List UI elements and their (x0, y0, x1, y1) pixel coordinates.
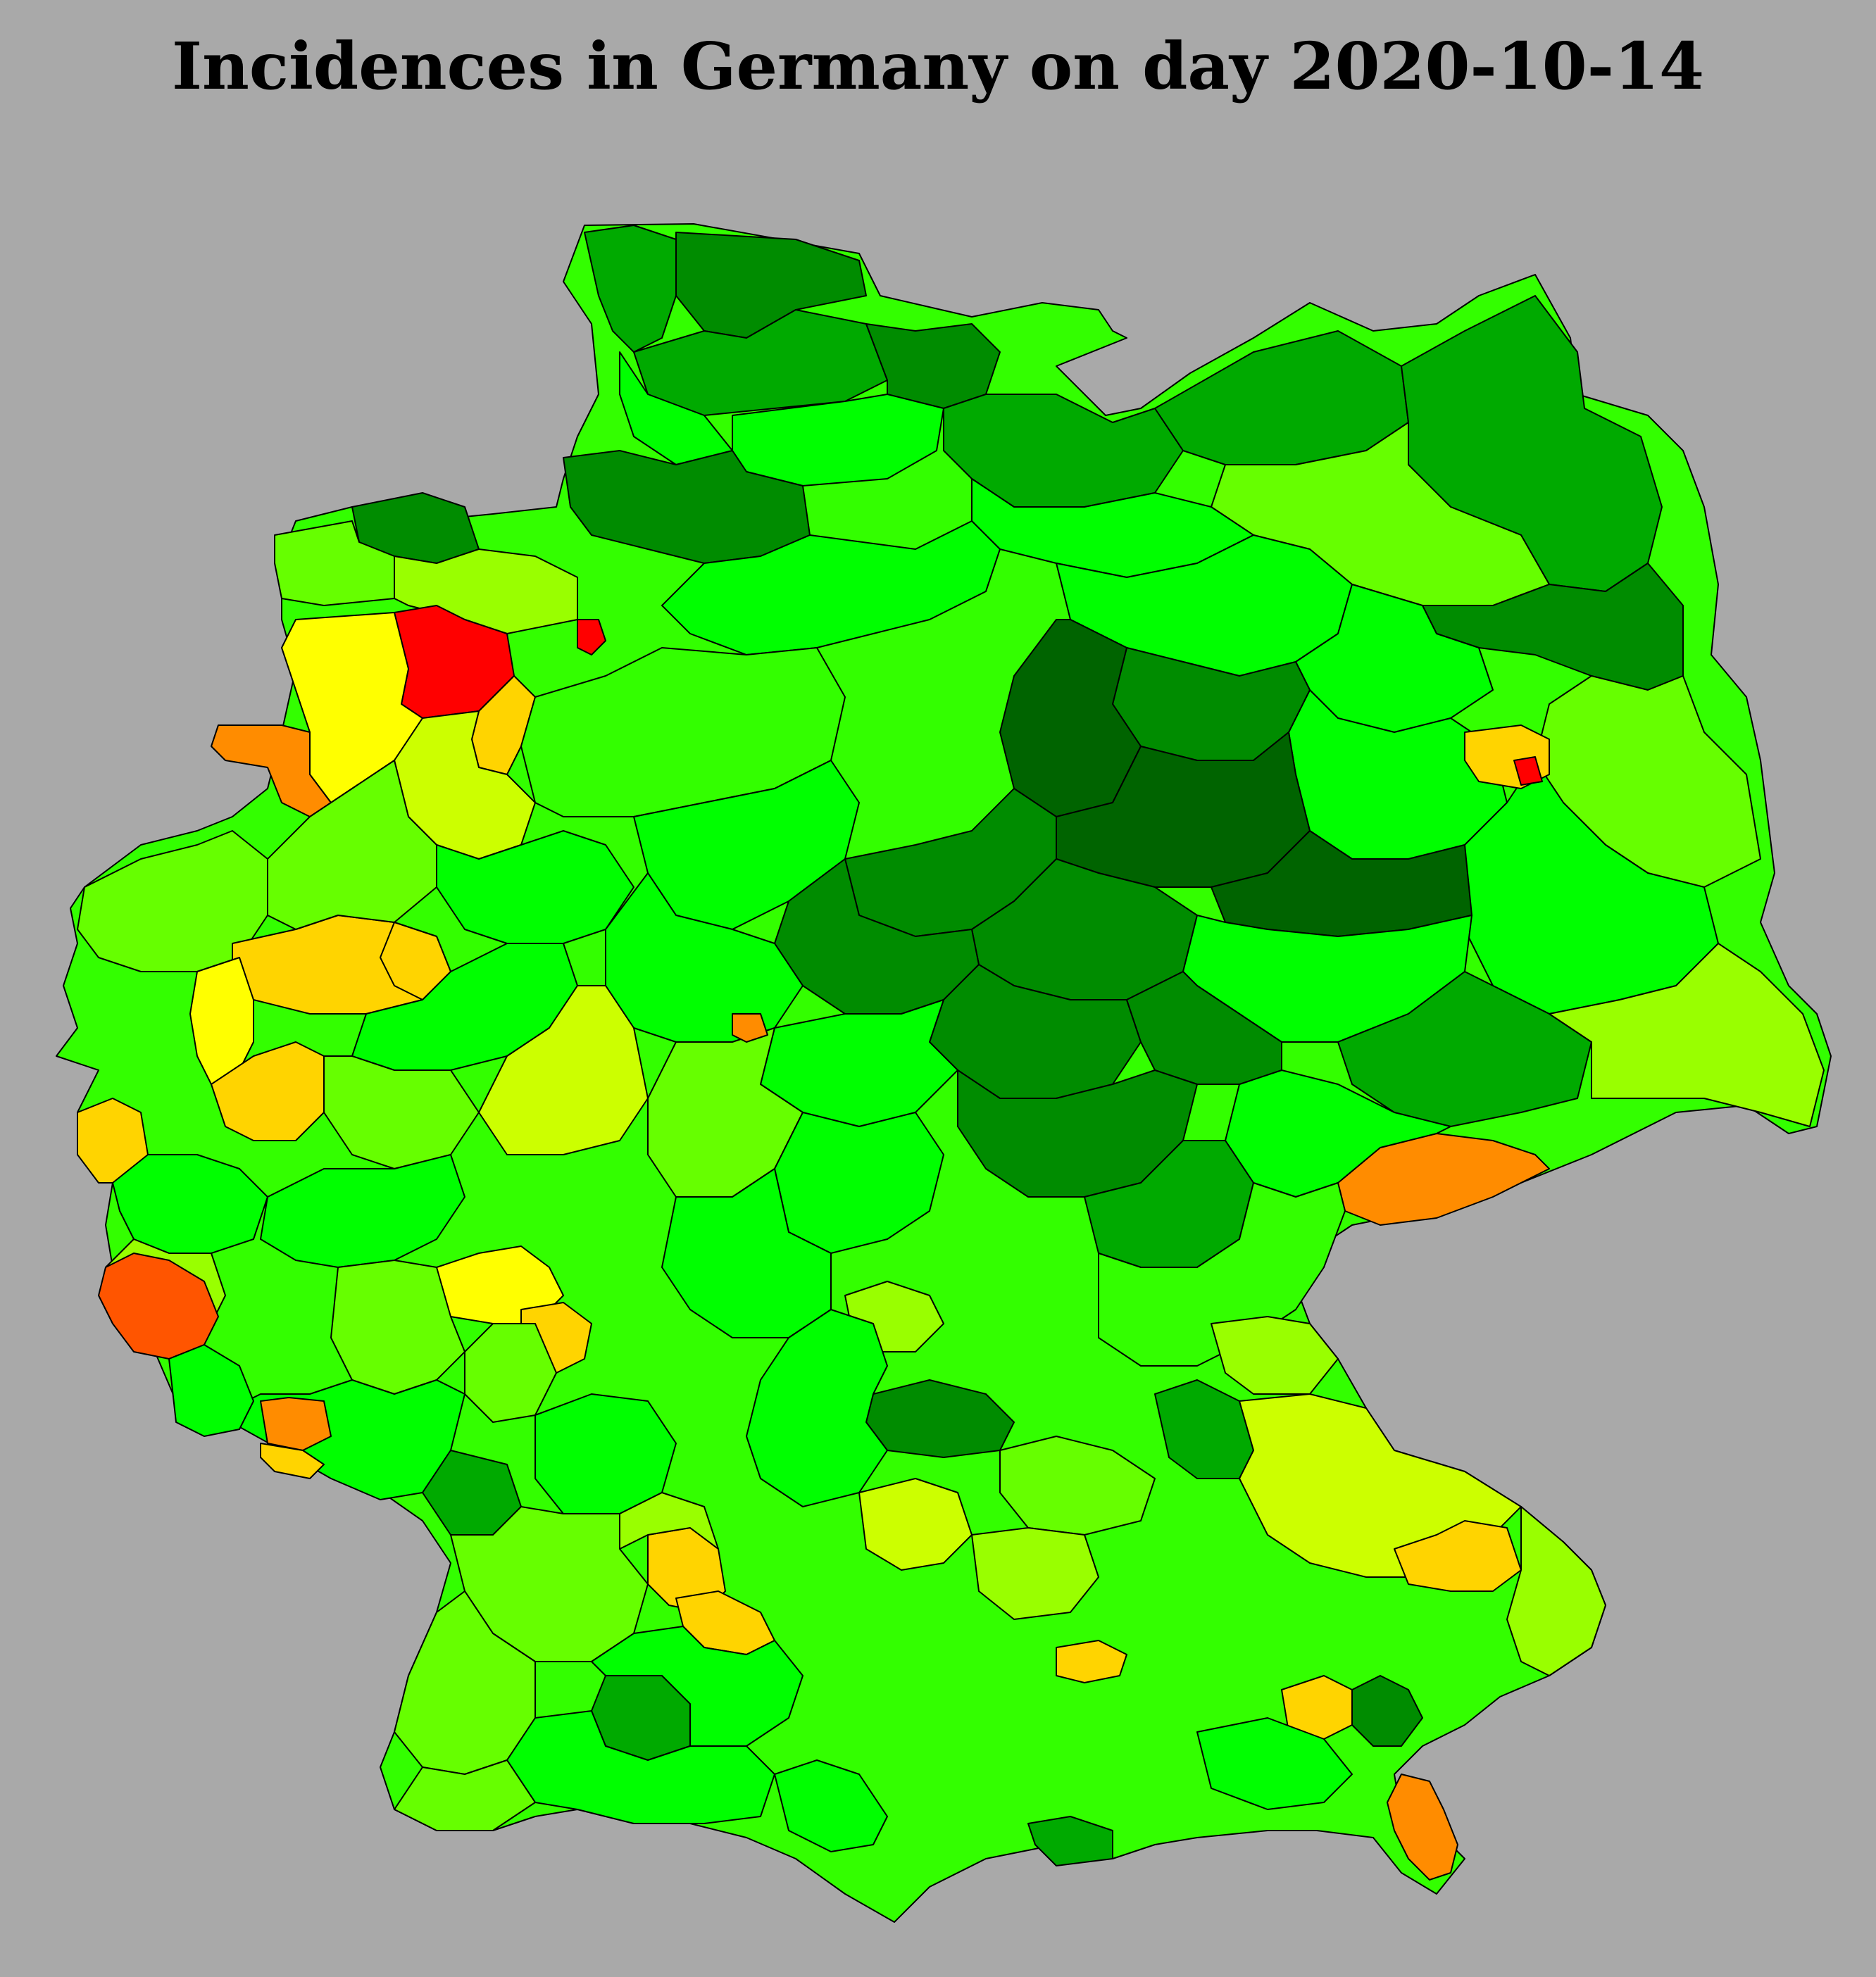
district-he-darmstadt (464, 1323, 557, 1423)
district-sn-dresden (1337, 971, 1592, 1127)
district-rp-pfalz (218, 1379, 465, 1500)
map-title: Incidences in Germany on day 2020-10-14 (172, 28, 1704, 104)
district-by-garmisch (1027, 1816, 1113, 1866)
district-rp-eifel (112, 1154, 268, 1254)
district-th-saale-orla (1126, 971, 1282, 1085)
district-ni-lueneburg-heide (661, 520, 1001, 655)
district-ni-delmenhorst (577, 619, 606, 655)
district-by-rottal-inn (1351, 1675, 1423, 1747)
district-by-ansbach (746, 1309, 888, 1507)
district-by-muenchen (1056, 1640, 1127, 1683)
district-sl-saarbruecken (260, 1443, 325, 1479)
district-by-passau (1506, 1506, 1606, 1676)
district-nw-kleve-wesel (77, 830, 268, 972)
district-rp-mainz (330, 1260, 465, 1395)
district-bw-ludwigsburg (619, 1492, 719, 1550)
district-by-donau-ries (971, 1527, 1099, 1620)
district-sn-bautzen-goerlitz (1549, 943, 1825, 1127)
district-nw-bielefeld (436, 830, 634, 944)
district-he-giessen (478, 985, 649, 1155)
district-bw-freiburg (394, 1759, 536, 1831)
district-by-augsburg (858, 1478, 973, 1571)
district-rp-koblenz (260, 1154, 465, 1268)
district-by-allgaeu (774, 1759, 888, 1852)
district-sl-saarpfalz (260, 1397, 332, 1451)
district-he-werra-meissner (732, 1013, 768, 1043)
district-be-berlin-neukoelln (1513, 756, 1543, 786)
district-sl-saarland (168, 1344, 254, 1437)
district-by-cham (1211, 1316, 1339, 1395)
district-bw-alb (591, 1626, 803, 1747)
district-by-ingolstadt (999, 1436, 1156, 1536)
district-mv-rostock (1154, 330, 1409, 465)
district-by-berchtesgaden (1387, 1774, 1458, 1881)
district-by-rosenheim (1196, 1717, 1353, 1810)
district-sh-nordfriesland (584, 225, 677, 353)
district-nw-siegen (323, 1055, 480, 1169)
district-bw-bodensee (506, 1710, 775, 1824)
district-by-regensburg (1098, 1182, 1346, 1367)
